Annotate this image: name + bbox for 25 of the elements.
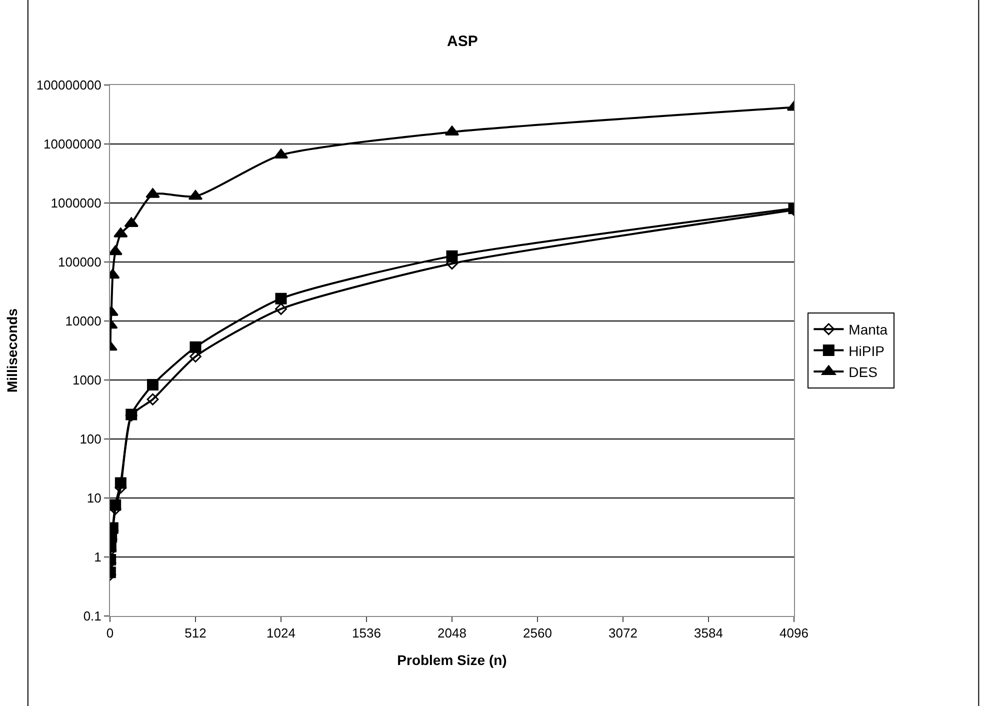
x-tick-label: 2048 bbox=[438, 626, 466, 641]
x-tick-label: 0 bbox=[106, 626, 114, 641]
y-tick-label: 100000 bbox=[58, 254, 102, 270]
x-axis-title: Problem Size (n) bbox=[397, 652, 507, 668]
x-tick-label: 1024 bbox=[266, 626, 296, 641]
y-tick-label: 1000 bbox=[72, 372, 102, 388]
x-tick-label: 1536 bbox=[352, 626, 381, 641]
y-tick-label: 1000000 bbox=[50, 196, 102, 211]
y-axis-title: Milliseconds bbox=[4, 308, 20, 393]
y-tick-label: 10000000 bbox=[44, 136, 102, 152]
x-tick-label: 4096 bbox=[780, 626, 808, 641]
y-tick-label: 100 bbox=[80, 432, 102, 447]
chart-title: ASP bbox=[447, 32, 478, 50]
y-tick-label: 10 bbox=[86, 490, 102, 506]
legend-label: HiPIP bbox=[848, 342, 884, 359]
y-tick-label: 10000 bbox=[65, 314, 102, 329]
y-tick-label: 1 bbox=[94, 550, 102, 565]
y-tick-label: 0.1 bbox=[83, 608, 102, 624]
x-tick-label: 3584 bbox=[694, 626, 723, 641]
y-tick-label: 100000000 bbox=[36, 78, 102, 93]
x-tick-label: 2560 bbox=[523, 626, 552, 641]
legend-label: Manta bbox=[848, 322, 888, 338]
x-tick-label: 512 bbox=[184, 626, 206, 641]
x-tick-label: 3072 bbox=[608, 626, 638, 641]
legend-label: DES bbox=[848, 364, 878, 380]
